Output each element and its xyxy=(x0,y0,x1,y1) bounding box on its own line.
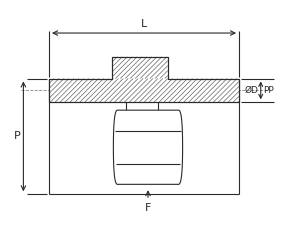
Text: PP: PP xyxy=(263,86,273,95)
Polygon shape xyxy=(113,110,183,184)
Text: L: L xyxy=(141,19,147,29)
Text: F: F xyxy=(145,203,151,213)
Polygon shape xyxy=(49,57,239,102)
Text: P: P xyxy=(14,131,20,141)
Text: ØD: ØD xyxy=(245,86,259,95)
